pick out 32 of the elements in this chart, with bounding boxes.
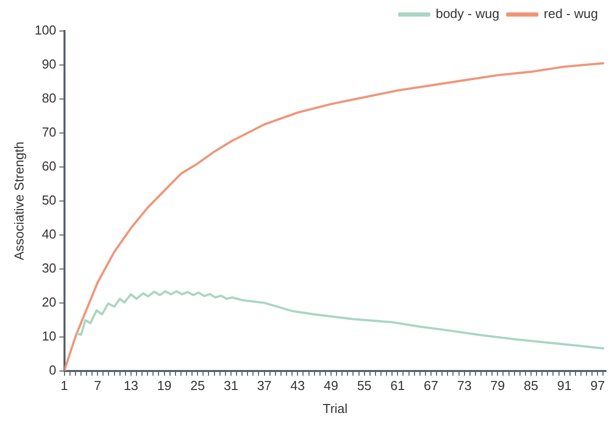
x-tick-label: 43 [290,378,305,394]
x-tick-label: 37 [257,378,272,394]
x-tick-label: 85 [524,378,538,394]
y-tick-label: 50 [42,192,56,208]
x-axis-title: Trial [322,400,348,416]
y-tick-label: 80 [42,90,56,106]
y-tick-label: 20 [42,294,56,310]
y-tick-label: 40 [42,226,56,242]
x-tick-label: 67 [424,378,438,394]
x-tick-label: 13 [124,378,138,394]
x-tick-label: 79 [490,378,505,394]
x-tick-label: 25 [190,378,205,394]
x-tick-label: 31 [224,378,238,394]
x-tick-label: 7 [94,378,102,394]
y-tick-label: 100 [34,22,56,38]
y-tick-label: 60 [42,158,56,174]
y-tick-label: 30 [42,260,56,276]
x-tick-label: 55 [357,378,372,394]
y-tick-label: 10 [42,328,56,344]
legend-label: body - wug [436,6,500,22]
x-tick-label: 1 [60,378,68,394]
x-tick-label: 49 [324,378,338,394]
x-tick-label: 73 [457,378,472,394]
legend-label: red - wug [544,6,598,22]
x-tick-label: 91 [557,378,572,394]
y-axis-title: Associative Strength [11,142,26,260]
x-tick-label: 19 [157,378,172,394]
x-tick-label: 97 [590,378,605,394]
y-tick-label: 70 [42,124,56,140]
y-tick-label: 0 [49,362,56,378]
y-tick-label: 90 [42,56,56,72]
x-tick-label: 61 [390,378,405,394]
